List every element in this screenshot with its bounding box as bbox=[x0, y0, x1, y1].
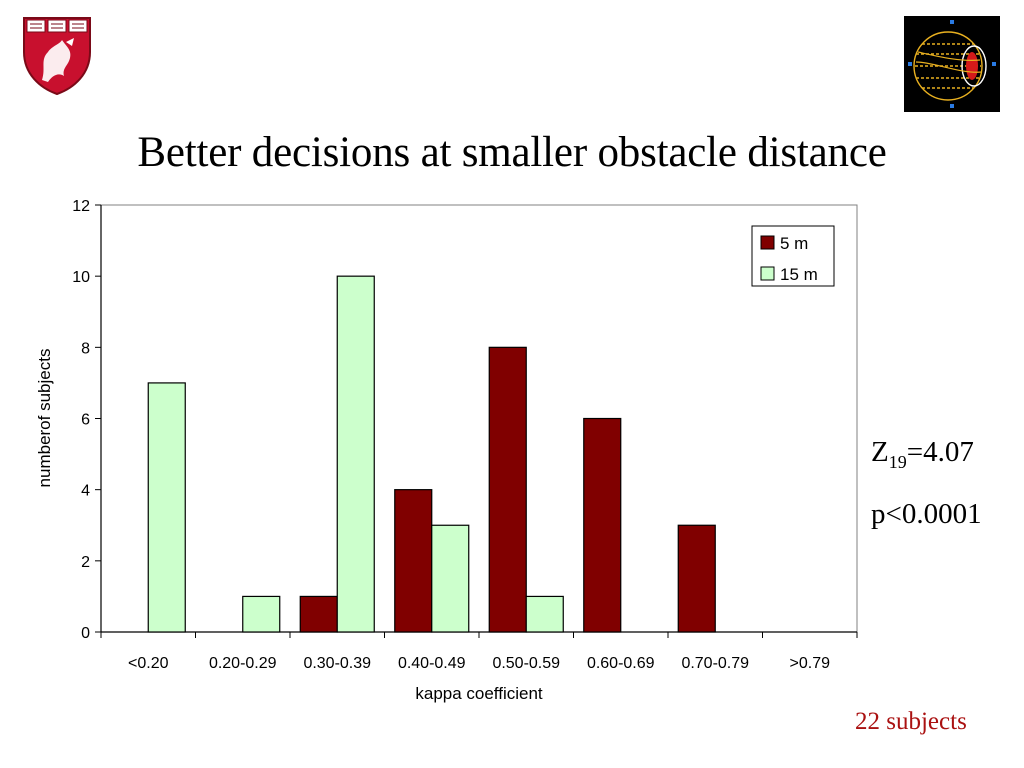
bar-15m-4 bbox=[431, 524, 470, 633]
bar-5m-3 bbox=[299, 595, 338, 633]
x-tick-label: 0.50-0.59 bbox=[492, 655, 560, 672]
x-tick-label: >0.79 bbox=[790, 655, 831, 672]
subject-count-note: 22 subjects bbox=[855, 708, 967, 735]
legend-label: 15 m bbox=[780, 265, 818, 284]
y-tick-label: 10 bbox=[72, 269, 90, 286]
legend-swatch bbox=[760, 235, 775, 250]
harvard-shield-icon bbox=[23, 17, 91, 96]
legend-label: 5 m bbox=[780, 234, 808, 253]
bar-5m-6 bbox=[583, 417, 622, 633]
bar-15m-2 bbox=[242, 595, 281, 633]
p-value: p<0.0001 bbox=[871, 498, 982, 530]
y-tick-label: 4 bbox=[81, 483, 90, 500]
x-tick-label: 0.20-0.29 bbox=[209, 655, 277, 672]
z-value: =4.07 bbox=[906, 436, 974, 468]
x-tick-label: <0.20 bbox=[128, 655, 169, 672]
y-tick-label: 0 bbox=[81, 625, 90, 642]
bar-5m-7 bbox=[677, 524, 716, 633]
x-tick-label: 0.70-0.79 bbox=[681, 655, 749, 672]
x-tick-label: 0.40-0.49 bbox=[398, 655, 466, 672]
y-tick-label: 12 bbox=[72, 198, 90, 215]
y-tick-label: 8 bbox=[81, 340, 90, 357]
y-tick-label: 2 bbox=[81, 554, 90, 571]
bar-5m-4 bbox=[394, 489, 433, 633]
bar-15m-5 bbox=[525, 595, 564, 633]
z-symbol: Z bbox=[871, 436, 889, 468]
slide-title: Better decisions at smaller obstacle dis… bbox=[137, 129, 887, 176]
z-statistic: Z19=4.07 bbox=[871, 436, 974, 473]
bar-5m-5 bbox=[488, 346, 527, 633]
bar-15m-3 bbox=[336, 275, 375, 633]
z-subscript: 19 bbox=[888, 451, 907, 472]
x-tick-label: 0.60-0.69 bbox=[587, 655, 655, 672]
y-tick-label: 6 bbox=[81, 412, 90, 429]
legend-swatch bbox=[760, 266, 775, 281]
x-axis-label: kappa coefficient bbox=[415, 684, 543, 703]
wireframe-globe-icon bbox=[904, 16, 1000, 112]
x-tick-label: 0.30-0.39 bbox=[303, 655, 371, 672]
y-axis-label: numberof subjects bbox=[35, 349, 54, 488]
bar-15m-1 bbox=[147, 382, 186, 633]
plot-area bbox=[100, 204, 858, 633]
